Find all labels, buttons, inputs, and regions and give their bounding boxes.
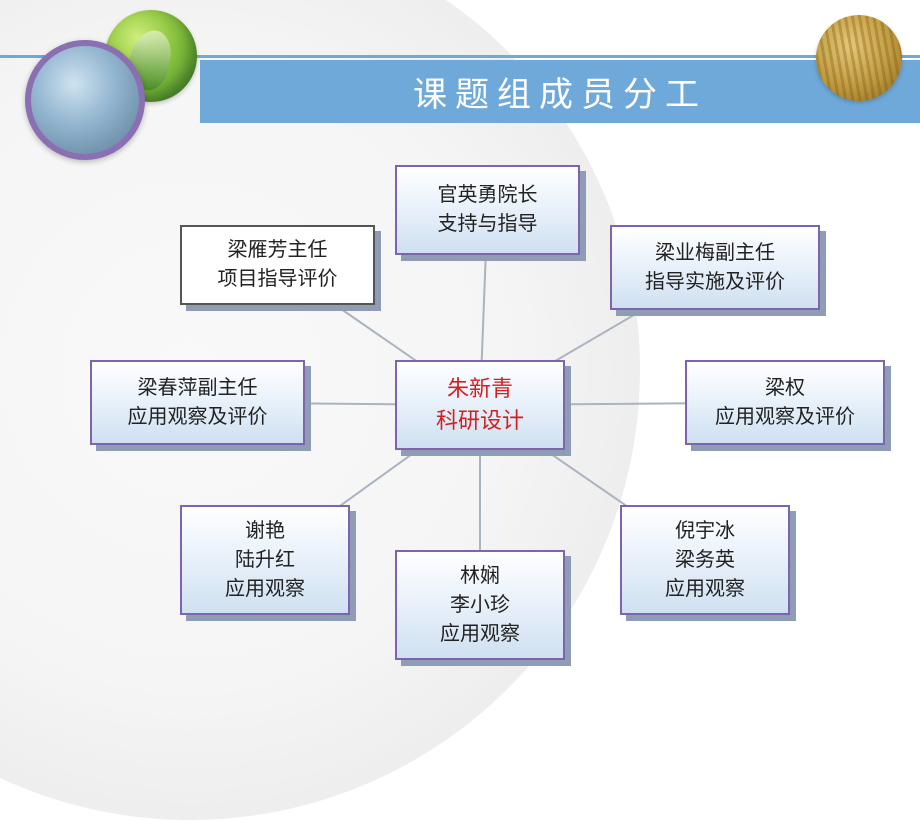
node-top-line: 支持与指导 xyxy=(438,210,538,239)
node-bottom-right-line: 应用观察 xyxy=(665,575,745,604)
center-node-line: 科研设计 xyxy=(436,405,524,437)
node-bottom-line: 李小珍 xyxy=(450,591,510,620)
node-right-line: 应用观察及评价 xyxy=(715,403,855,432)
node-bottom-left-line: 应用观察 xyxy=(225,575,305,604)
node-top-line: 官英勇院长 xyxy=(438,181,538,210)
node-left-line: 梁春萍副主任 xyxy=(138,374,258,403)
node-bottom: 林娴李小珍应用观察 xyxy=(395,550,565,660)
node-top: 官英勇院长支持与指导 xyxy=(395,165,580,255)
page-title-text: 课题组成员分工 xyxy=(413,67,707,116)
node-bottom-right-line: 梁务英 xyxy=(675,546,735,575)
node-top-right-line: 指导实施及评价 xyxy=(645,268,785,297)
node-bottom-left-line: 陆升红 xyxy=(235,546,295,575)
team-photo-badge-icon xyxy=(25,40,145,160)
org-diagram: 朱新青科研设计官英勇院长支持与指导梁雁芳主任项目指导评价梁业梅副主任指导实施及评… xyxy=(0,150,920,690)
node-bottom-line: 应用观察 xyxy=(440,620,520,649)
node-top-left-line: 梁雁芳主任 xyxy=(228,236,328,265)
node-bottom-right-line: 倪宇冰 xyxy=(675,517,735,546)
node-bottom-left-line: 谢艳 xyxy=(245,517,285,546)
page-title: 课题组成员分工 xyxy=(200,60,920,123)
node-right: 梁权应用观察及评价 xyxy=(685,360,885,445)
wheat-badge-icon xyxy=(816,15,902,101)
center-node-line: 朱新青 xyxy=(447,373,513,405)
node-top-right: 梁业梅副主任指导实施及评价 xyxy=(610,225,820,310)
node-top-left-line: 项目指导评价 xyxy=(218,265,338,294)
team-photo-inner xyxy=(31,46,139,154)
center-node: 朱新青科研设计 xyxy=(395,360,565,450)
node-left: 梁春萍副主任应用观察及评价 xyxy=(90,360,305,445)
node-bottom-line: 林娴 xyxy=(460,562,500,591)
node-right-line: 梁权 xyxy=(765,374,805,403)
node-bottom-right: 倪宇冰梁务英应用观察 xyxy=(620,505,790,615)
node-left-line: 应用观察及评价 xyxy=(128,403,268,432)
node-top-right-line: 梁业梅副主任 xyxy=(655,239,775,268)
node-top-left: 梁雁芳主任项目指导评价 xyxy=(180,225,375,305)
node-bottom-left: 谢艳陆升红应用观察 xyxy=(180,505,350,615)
